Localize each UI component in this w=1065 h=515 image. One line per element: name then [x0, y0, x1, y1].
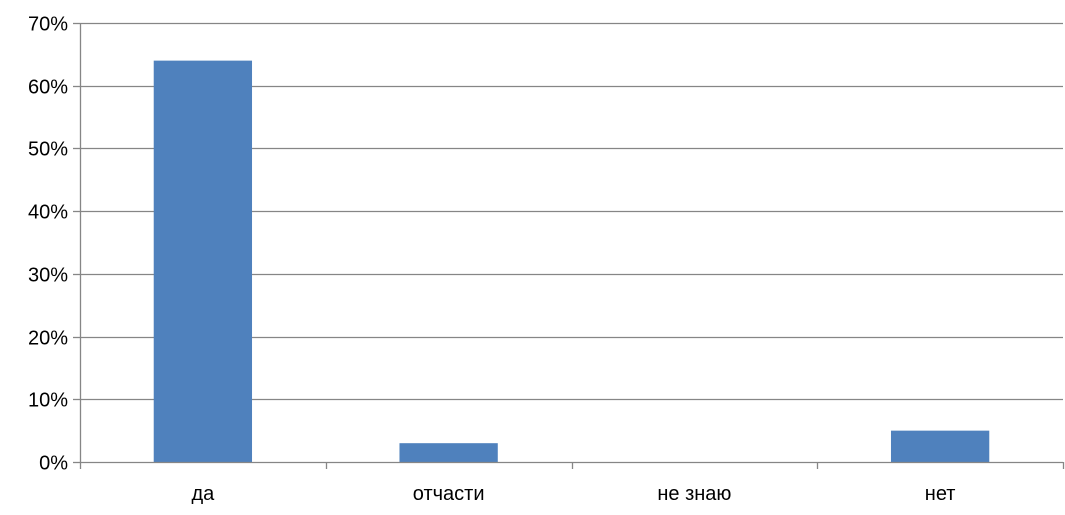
y-tick-label: 20% [28, 328, 68, 350]
x-tick-label: нет [925, 483, 956, 505]
x-tick-label: отчасти [413, 483, 485, 505]
bar-0 [153, 60, 253, 462]
y-tick-label: 30% [28, 265, 68, 287]
bars [153, 60, 990, 462]
bar-3 [890, 430, 990, 462]
x-tick-label: да [191, 483, 215, 505]
bar-1 [399, 443, 498, 462]
axes [73, 22, 1065, 469]
y-tick-labels: 0% 10% 20% 30% 40% 50% 60% 70% [28, 14, 68, 475]
y-tick-label: 40% [28, 202, 68, 224]
y-tick-label: 70% [28, 14, 68, 36]
x-tick-labels: да отчасти не знаю нет [191, 483, 955, 505]
y-tick-label: 60% [28, 77, 68, 99]
x-tick-label: не знаю [657, 483, 731, 505]
y-tick-label: 50% [28, 139, 68, 161]
y-tick-label: 10% [28, 390, 68, 412]
y-tick-label: 0% [39, 453, 68, 475]
